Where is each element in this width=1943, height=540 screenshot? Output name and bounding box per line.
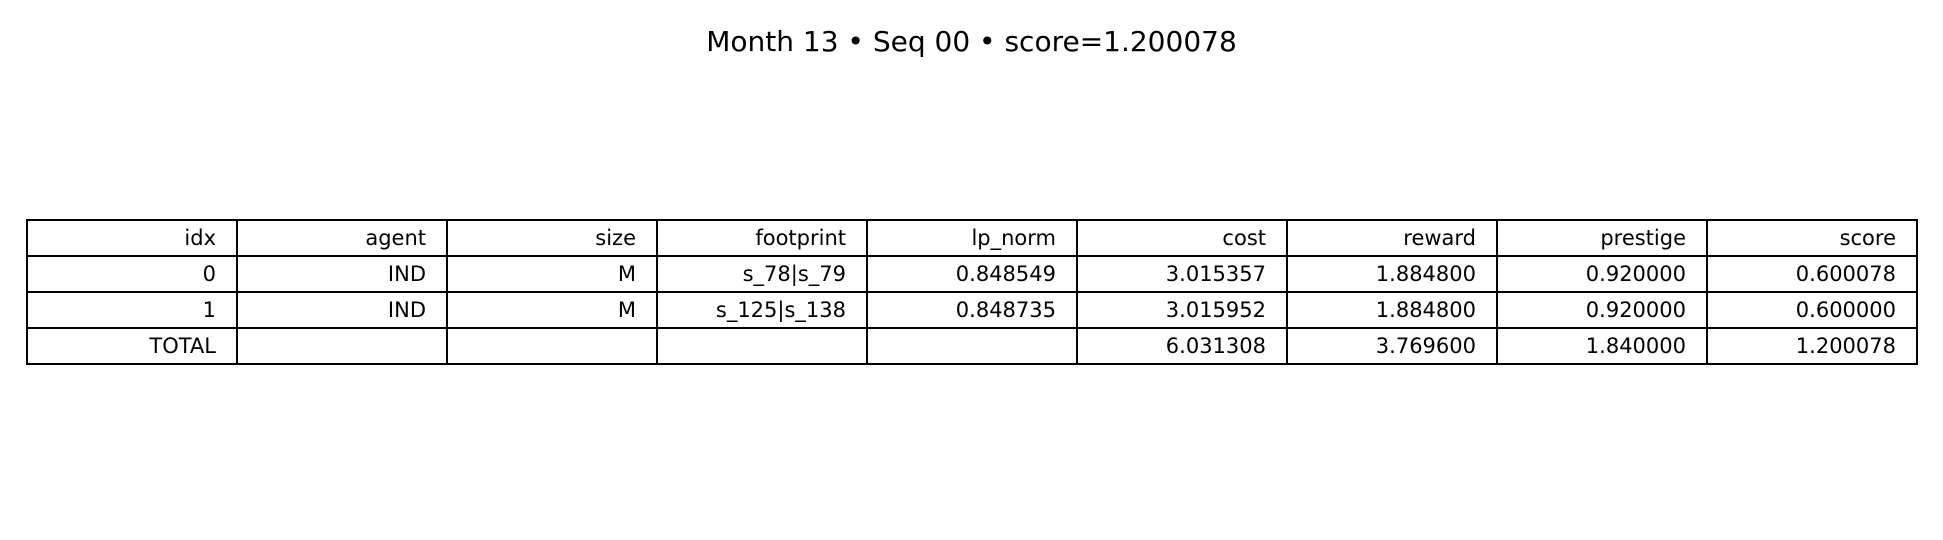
table-header-row: idx agent size footprint lp_norm cost re…: [26, 219, 1918, 257]
table-cell-agent: IND: [236, 255, 448, 293]
table-cell-prestige: 0.920000: [1496, 291, 1708, 329]
table-row: 0 IND M s_78|s_79 0.848549 3.015357 1.88…: [26, 255, 1918, 293]
column-header-lp-norm: lp_norm: [866, 219, 1078, 257]
table-cell-score: 0.600078: [1706, 255, 1918, 293]
table-cell-score: 1.200078: [1706, 327, 1918, 365]
table-cell-score: 0.600000: [1706, 291, 1918, 329]
table-cell-footprint: s_78|s_79: [656, 255, 868, 293]
table-cell-reward: 1.884800: [1286, 255, 1498, 293]
table-cell-cost: 3.015952: [1076, 291, 1288, 329]
table-cell-footprint: [656, 327, 868, 365]
table-cell-idx: TOTAL: [26, 327, 238, 365]
table-cell-reward: 3.769600: [1286, 327, 1498, 365]
table-cell-size: [446, 327, 658, 365]
table-cell-footprint: s_125|s_138: [656, 291, 868, 329]
column-header-cost: cost: [1076, 219, 1288, 257]
column-header-reward: reward: [1286, 219, 1498, 257]
column-header-agent: agent: [236, 219, 448, 257]
table-cell-prestige: 0.920000: [1496, 255, 1708, 293]
column-header-prestige: prestige: [1496, 219, 1708, 257]
table-cell-cost: 6.031308: [1076, 327, 1288, 365]
column-header-size: size: [446, 219, 658, 257]
table-container: idx agent size footprint lp_norm cost re…: [26, 219, 1918, 365]
column-header-footprint: footprint: [656, 219, 868, 257]
table-cell-lp-norm: [866, 327, 1078, 365]
column-header-score: score: [1706, 219, 1918, 257]
table-cell-lp-norm: 0.848549: [866, 255, 1078, 293]
table-cell-prestige: 1.840000: [1496, 327, 1708, 365]
table-cell-agent: IND: [236, 291, 448, 329]
column-header-idx: idx: [26, 219, 238, 257]
table-cell-size: M: [446, 255, 658, 293]
table-cell-size: M: [446, 291, 658, 329]
table-cell-agent: [236, 327, 448, 365]
chart-title: Month 13 • Seq 00 • score=1.200078: [706, 25, 1237, 58]
data-table: idx agent size footprint lp_norm cost re…: [26, 219, 1918, 365]
table-cell-reward: 1.884800: [1286, 291, 1498, 329]
table-row: 1 IND M s_125|s_138 0.848735 3.015952 1.…: [26, 291, 1918, 329]
table-cell-lp-norm: 0.848735: [866, 291, 1078, 329]
table-cell-idx: 0: [26, 255, 238, 293]
table-cell-idx: 1: [26, 291, 238, 329]
table-total-row: TOTAL 6.031308 3.769600 1.840000 1.20007…: [26, 327, 1918, 365]
table-cell-cost: 3.015357: [1076, 255, 1288, 293]
